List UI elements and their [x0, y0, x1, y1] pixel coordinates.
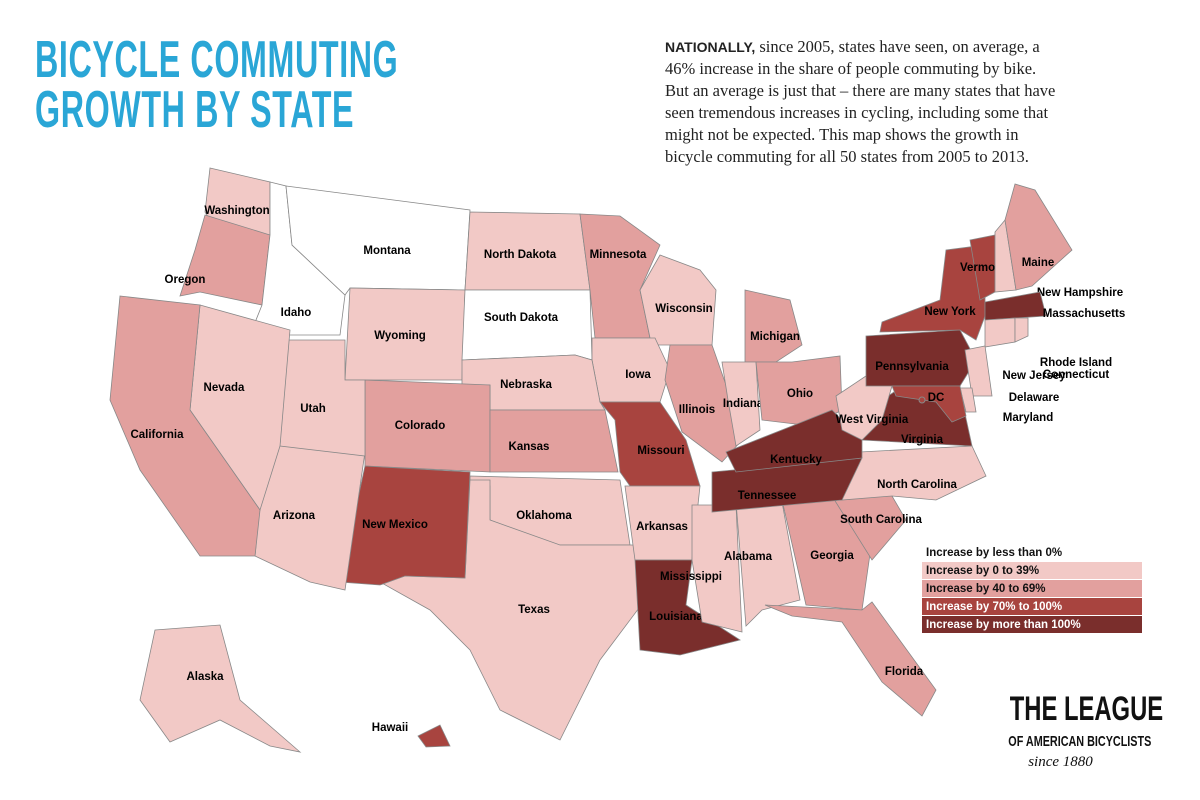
legend-swatch — [922, 562, 1142, 579]
state — [1014, 317, 1029, 343]
brand: THE LEAGUE OF AMERICAN BICYCLISTS since … — [988, 690, 1164, 771]
state-label: Wisconsin — [655, 303, 712, 315]
state-label: New Mexico — [362, 519, 428, 531]
state — [489, 409, 619, 473]
state-label: Wyoming — [374, 330, 426, 342]
state-label: Massachusetts — [1043, 308, 1125, 320]
state-label: Pennsylvania — [875, 361, 949, 373]
state — [841, 445, 987, 501]
state-label: Kentucky — [770, 454, 822, 466]
state-label: Iowa — [625, 369, 651, 381]
state-label: South Dakota — [484, 312, 559, 324]
legend-label: Increase by 40 to 69% — [926, 583, 1046, 595]
legend-swatch — [922, 544, 1142, 561]
state — [461, 289, 593, 361]
state-label: Alabama — [724, 551, 773, 563]
state-label: North Dakota — [484, 249, 557, 261]
legend-label: Increase by 70% to 100% — [926, 601, 1062, 613]
state-label: South Carolina — [840, 514, 922, 526]
state-label: Virginia — [901, 434, 944, 446]
state-label: Michigan — [750, 331, 800, 343]
intro-text: since 2005, states have seen, on average… — [665, 37, 1056, 166]
state-label: Maine — [1022, 257, 1055, 269]
state — [721, 361, 761, 447]
state-label: West Virginia — [836, 414, 909, 426]
brand-since: since 1880 — [1028, 754, 1093, 770]
state-label: Alaska — [186, 671, 224, 683]
state-label: California — [130, 429, 184, 441]
state-label: Mississippi — [660, 571, 722, 583]
state-label: Oregon — [165, 274, 206, 286]
state-label: Florida — [885, 666, 924, 678]
state-label: Texas — [518, 604, 550, 616]
title-line: BICYCLE COMMUTING — [35, 31, 399, 89]
legend-label: Increase by less than 0% — [926, 547, 1062, 559]
state-label: Washington — [204, 205, 269, 217]
state-label: Arizona — [273, 510, 316, 522]
state — [984, 317, 1016, 348]
state-label: New York — [924, 306, 976, 318]
state — [918, 396, 926, 404]
state-label: Connecticut — [1043, 369, 1110, 381]
state-label: Minnesota — [590, 249, 647, 261]
state-label: Indiana — [723, 398, 764, 410]
state-label: DC — [928, 392, 945, 404]
state-label: Arkansas — [636, 521, 688, 533]
state-label: Kansas — [509, 441, 550, 453]
state-label: Oklahoma — [516, 510, 572, 522]
state-label: Nebraska — [500, 379, 552, 391]
state — [139, 624, 302, 753]
title-line: GROWTH BY STATE — [35, 81, 355, 139]
state-label: Georgia — [810, 550, 854, 562]
state-label: Montana — [363, 245, 411, 257]
state-label: North Carolina — [877, 479, 957, 491]
legend-swatch — [922, 598, 1142, 615]
legend-swatch — [922, 616, 1142, 633]
state-label: Hawaii — [372, 722, 408, 734]
brand-sub: OF AMERICAN BICYCLISTS — [1008, 733, 1152, 750]
state-label: Delaware — [1009, 392, 1060, 404]
intro-lead: NATIONALLY, — [665, 39, 756, 55]
state-label: Illinois — [679, 404, 715, 416]
state — [1004, 183, 1073, 291]
state-label: Utah — [300, 403, 326, 415]
legend-swatch — [922, 580, 1142, 597]
state — [639, 254, 717, 346]
state-label: New Hampshire — [1037, 287, 1123, 299]
state — [417, 724, 451, 748]
state-label: New Jersey — [1002, 370, 1066, 382]
state — [984, 291, 1047, 321]
state — [109, 295, 261, 557]
state — [764, 601, 937, 717]
state-label: Maryland — [1003, 412, 1054, 424]
state-label: Tennessee — [738, 490, 797, 502]
legend-label: Increase by more than 100% — [926, 619, 1081, 631]
state — [744, 289, 803, 363]
state — [879, 244, 986, 341]
state-label: Rhode Island — [1040, 357, 1112, 369]
state-label: Colorado — [395, 420, 445, 432]
state-label: Ohio — [787, 388, 813, 400]
legend-label: Increase by 0 to 39% — [926, 565, 1039, 577]
state-label: Louisiana — [649, 611, 703, 623]
state-label: Idaho — [281, 307, 312, 319]
state — [891, 385, 967, 423]
state-label: Missouri — [637, 445, 684, 457]
state — [865, 329, 977, 387]
state-label: Nevada — [204, 382, 246, 394]
intro: NATIONALLY, since 2005, states have seen… — [665, 36, 1060, 168]
state — [964, 345, 993, 397]
brand-name: THE LEAGUE — [1009, 690, 1164, 728]
